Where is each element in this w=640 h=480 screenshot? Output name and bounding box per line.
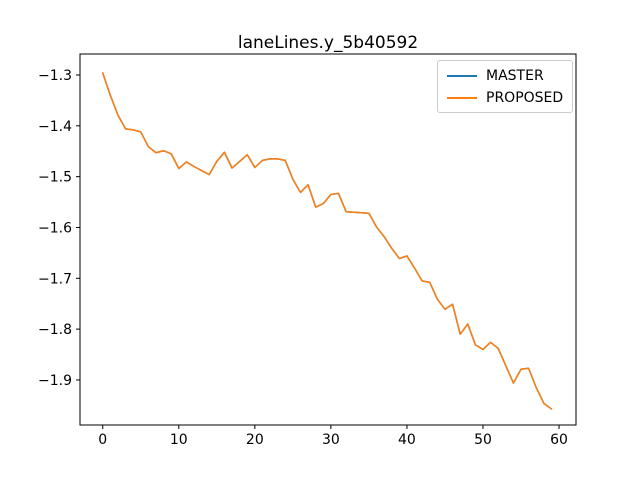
x-tick-label: 10 (170, 432, 188, 448)
chart-title: laneLines.y_5b40592 (237, 33, 419, 53)
legend: MASTER PROPOSED (437, 60, 574, 113)
y-tick-label: −1.9 (38, 373, 72, 389)
legend-label-proposed: PROPOSED (486, 89, 564, 106)
y-tick-label: −1.3 (38, 68, 72, 84)
x-tick-label: 30 (322, 432, 340, 448)
x-tick-label: 60 (550, 432, 568, 448)
y-tick-label: −1.6 (38, 220, 72, 236)
y-tick-label: −1.8 (38, 322, 72, 338)
x-tick-label: 0 (98, 432, 107, 448)
series-line-master (101, 72, 553, 410)
legend-item-proposed: PROPOSED (447, 89, 563, 106)
legend-item-master: MASTER (447, 67, 563, 84)
series-line-proposed (101, 72, 553, 410)
y-tick-label: −1.5 (38, 170, 72, 186)
x-tick-label: 50 (474, 432, 492, 448)
legend-label-master: MASTER (486, 67, 544, 84)
y-tick-label: −1.4 (38, 119, 72, 135)
x-tick-label: 40 (398, 432, 416, 448)
proposed-line-swatch (447, 96, 477, 99)
x-tick-label: 20 (246, 432, 264, 448)
y-tick-label: −1.7 (38, 271, 72, 287)
axes-frame (79, 53, 577, 426)
master-line-swatch (447, 74, 477, 77)
